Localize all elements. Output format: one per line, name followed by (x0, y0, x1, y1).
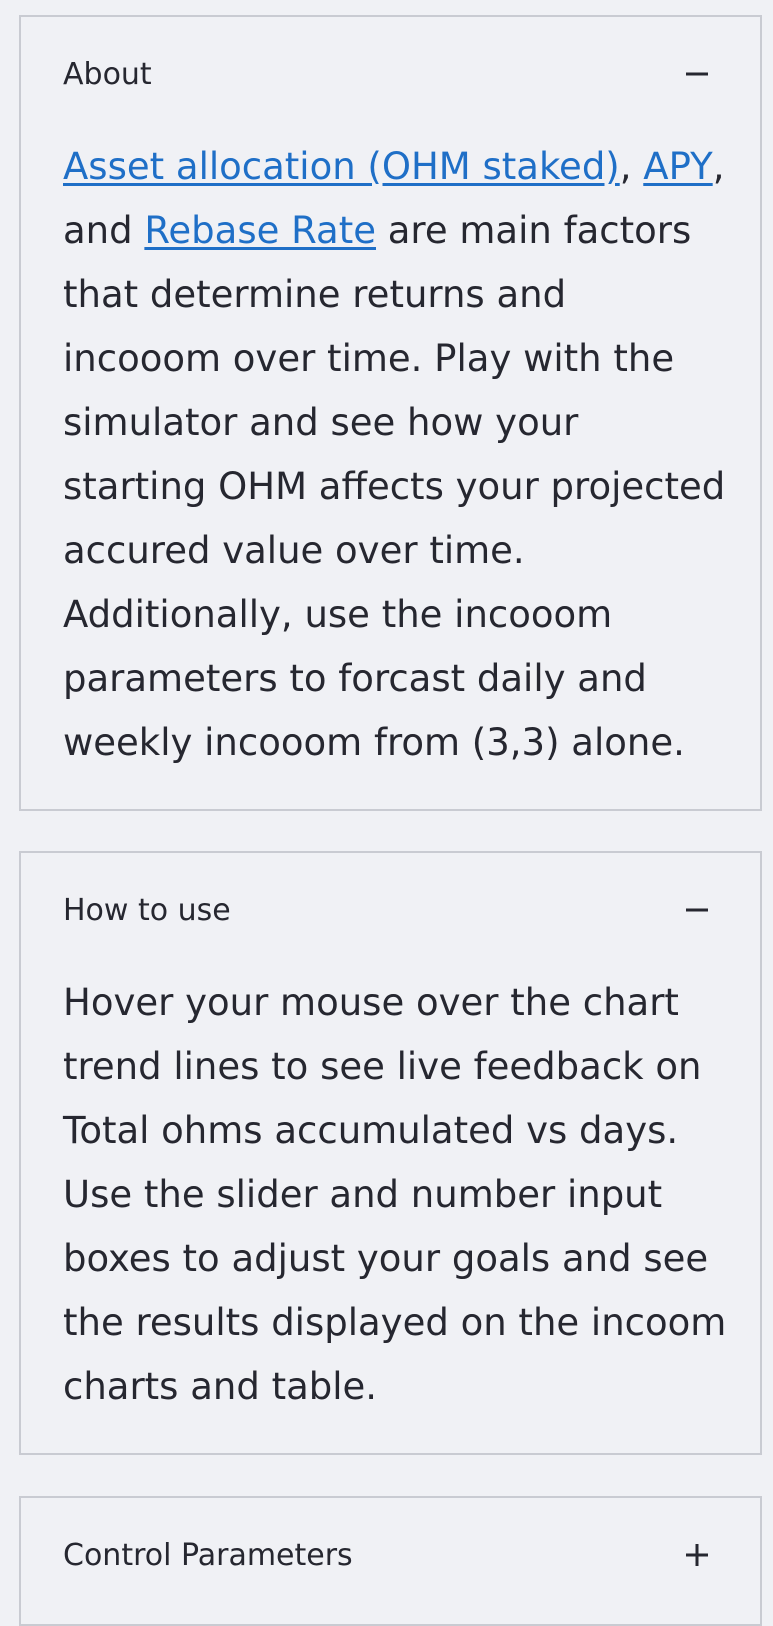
about-description: are main factors that determine returns … (63, 209, 726, 764)
control-parameters-expander: Control Parameters (19, 1496, 762, 1626)
apy-link[interactable]: APY (643, 145, 713, 188)
about-separator: , (712, 145, 725, 188)
minus-icon[interactable] (682, 59, 712, 89)
asset-allocation-link[interactable]: Asset allocation (OHM staked) (63, 145, 620, 188)
about-separator: , (619, 145, 644, 188)
about-title: About (63, 57, 152, 92)
about-expander-header[interactable]: About (21, 17, 760, 127)
about-text-and: and (63, 209, 145, 252)
minus-icon[interactable] (682, 895, 712, 925)
how-to-use-title: How to use (63, 893, 231, 928)
about-body: Asset allocation (OHM staked), APY, and … (63, 135, 728, 775)
rebase-rate-link[interactable]: Rebase Rate (144, 209, 376, 252)
plus-icon[interactable] (682, 1540, 712, 1570)
how-to-use-expander: How to use Hover your mouse over the cha… (19, 851, 762, 1455)
control-parameters-title: Control Parameters (63, 1538, 353, 1573)
how-to-use-expander-header[interactable]: How to use (21, 853, 760, 963)
how-to-use-body: Hover your mouse over the chart trend li… (63, 981, 727, 1408)
about-expander: About Asset allocation (OHM staked), APY… (19, 15, 762, 811)
control-parameters-expander-header[interactable]: Control Parameters (21, 1498, 760, 1608)
